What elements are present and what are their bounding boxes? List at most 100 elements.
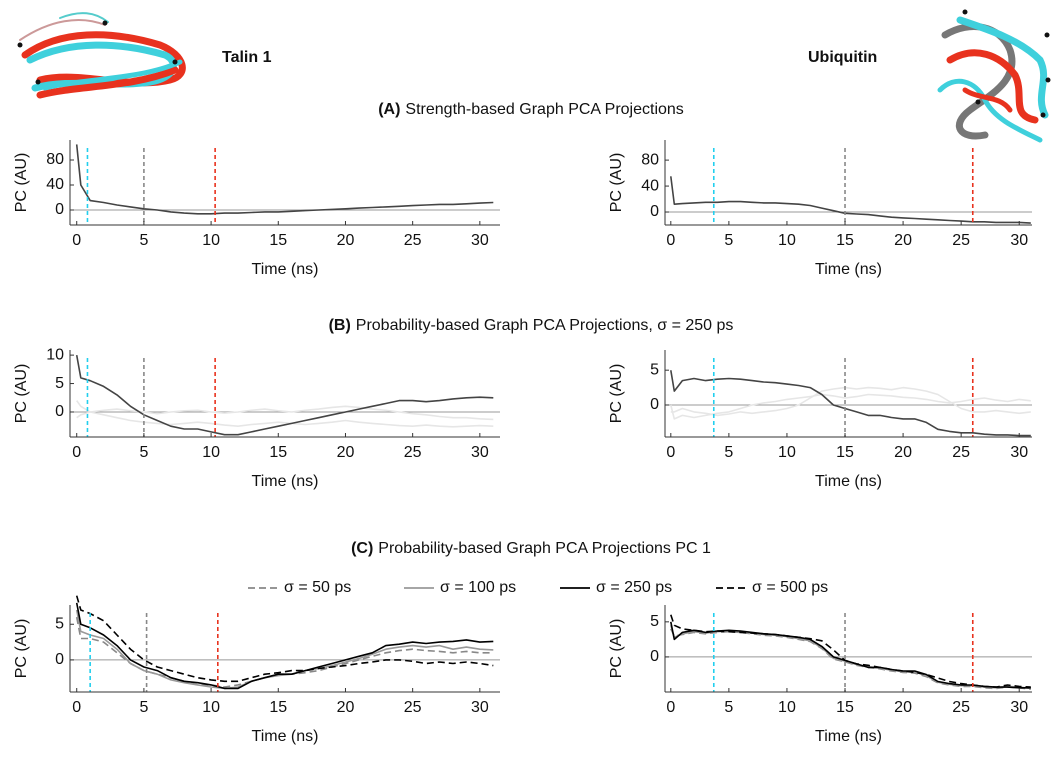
y-axis-label: PC (AU) [13, 364, 30, 424]
x-tick-label: 15 [836, 444, 854, 461]
x-tick-label: 10 [778, 232, 796, 249]
y-tick-label: 0 [55, 651, 64, 668]
section-label: (A) [378, 101, 400, 118]
y-tick-label: 40 [46, 176, 64, 193]
y-tick-label: 10 [46, 346, 64, 363]
x-tick-label: 10 [202, 699, 220, 716]
x-tick-label: 15 [269, 232, 287, 249]
y-tick-label: 80 [46, 151, 64, 168]
section-text: Probability-based Graph PCA Projections,… [356, 317, 734, 334]
y-tick-label: 5 [55, 615, 64, 632]
legend-label: σ = 100 ps [440, 579, 516, 596]
x-tick-label: 20 [894, 232, 912, 249]
data-line [670, 393, 1031, 420]
data-line [670, 386, 1031, 417]
section-label: (B) [329, 317, 351, 334]
x-tick-label: 0 [72, 232, 81, 249]
section-text: Strength-based Graph PCA Projections [405, 101, 683, 118]
y-tick-label: 5 [55, 375, 64, 392]
x-tick-label: 20 [894, 699, 912, 716]
x-tick-label: 0 [666, 699, 675, 716]
y-tick-label: 0 [650, 648, 659, 665]
x-tick-label: 30 [471, 699, 489, 716]
protein-label: Talin 1 [222, 49, 272, 66]
x-axis-label: Time (ns) [252, 728, 319, 745]
x-tick-label: 30 [471, 232, 489, 249]
y-tick-label: 0 [650, 203, 659, 220]
x-tick-label: 10 [202, 444, 220, 461]
legend-label: σ = 500 ps [752, 579, 828, 596]
data-line [75, 609, 494, 690]
x-tick-label: 20 [337, 444, 355, 461]
section-title: (A) Strength-based Graph PCA Projections [378, 101, 684, 118]
x-tick-label: 5 [724, 232, 733, 249]
y-tick-label: 80 [641, 151, 659, 168]
talin-structure [17, 12, 186, 99]
x-tick-label: 25 [404, 444, 422, 461]
section-text: Probability-based Graph PCA Projections … [378, 540, 711, 557]
x-tick-label: 15 [836, 699, 854, 716]
x-tick-label: 20 [337, 232, 355, 249]
y-axis-label: PC (AU) [608, 364, 625, 424]
data-line [75, 144, 494, 215]
x-axis-label: Time (ns) [252, 473, 319, 490]
x-tick-label: 0 [72, 444, 81, 461]
legend-label: σ = 250 ps [596, 579, 672, 596]
x-tick-label: 5 [139, 232, 148, 249]
x-tick-label: 25 [952, 699, 970, 716]
x-axis-label: Time (ns) [252, 261, 319, 278]
x-tick-label: 25 [952, 444, 970, 461]
x-tick-label: 30 [1010, 232, 1028, 249]
data-line [670, 614, 1031, 688]
data-line [75, 354, 494, 436]
legend-label: σ = 50 ps [284, 579, 351, 596]
x-tick-label: 15 [269, 699, 287, 716]
data-line [75, 595, 494, 683]
section-title: (B) Probability-based Graph PCA Projectio… [329, 317, 734, 334]
data-line [670, 176, 1031, 224]
x-tick-label: 5 [139, 699, 148, 716]
y-tick-label: 0 [55, 201, 64, 218]
x-tick-label: 25 [404, 699, 422, 716]
data-line [75, 616, 494, 688]
y-axis-label: PC (AU) [608, 153, 625, 213]
x-axis-label: Time (ns) [815, 473, 882, 490]
x-tick-label: 10 [202, 232, 220, 249]
y-axis-label: PC (AU) [13, 153, 30, 213]
x-tick-label: 15 [269, 444, 287, 461]
x-tick-label: 0 [666, 232, 675, 249]
x-tick-label: 10 [778, 444, 796, 461]
y-axis-label: PC (AU) [608, 619, 625, 679]
y-tick-label: 0 [55, 403, 64, 420]
y-tick-label: 5 [650, 613, 659, 630]
y-axis-label: PC (AU) [13, 619, 30, 679]
y-tick-label: 40 [641, 177, 659, 194]
y-tick-label: 5 [650, 361, 659, 378]
x-tick-label: 20 [337, 699, 355, 716]
x-tick-label: 30 [1010, 699, 1028, 716]
x-tick-label: 10 [778, 699, 796, 716]
y-tick-label: 0 [650, 396, 659, 413]
x-axis-label: Time (ns) [815, 261, 882, 278]
section-title: (C) Probability-based Graph PCA Projectio… [351, 540, 711, 557]
x-axis-label: Time (ns) [815, 728, 882, 745]
x-tick-label: 15 [836, 232, 854, 249]
x-tick-label: 30 [471, 444, 489, 461]
x-tick-label: 5 [724, 699, 733, 716]
x-tick-label: 5 [724, 444, 733, 461]
section-label: (C) [351, 540, 373, 557]
ubiquitin-structure [937, 9, 1051, 143]
x-tick-label: 5 [139, 444, 148, 461]
data-line [76, 400, 494, 428]
x-tick-label: 25 [952, 232, 970, 249]
x-tick-label: 30 [1010, 444, 1028, 461]
x-tick-label: 0 [72, 699, 81, 716]
data-line [670, 370, 1031, 437]
data-line [670, 628, 1031, 690]
x-tick-label: 20 [894, 444, 912, 461]
x-tick-label: 0 [666, 444, 675, 461]
protein-label: Ubiquitin [808, 49, 877, 66]
data-line [76, 405, 494, 421]
data-line [75, 602, 494, 690]
